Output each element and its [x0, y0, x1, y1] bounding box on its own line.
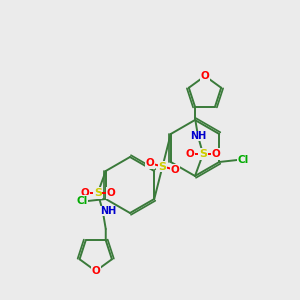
- Text: S: S: [94, 188, 102, 198]
- Text: NH: NH: [100, 206, 116, 216]
- Text: O: O: [92, 266, 100, 276]
- Text: O: O: [201, 71, 209, 81]
- Text: O: O: [80, 188, 89, 198]
- Text: S: S: [199, 149, 207, 159]
- Text: O: O: [212, 149, 220, 159]
- Text: O: O: [106, 188, 115, 198]
- Text: O: O: [186, 149, 194, 159]
- Text: S: S: [158, 161, 166, 172]
- Text: Cl: Cl: [76, 196, 87, 206]
- Text: O: O: [171, 165, 179, 175]
- Text: Cl: Cl: [238, 155, 249, 165]
- Text: O: O: [146, 158, 154, 168]
- Text: NH: NH: [190, 131, 206, 141]
